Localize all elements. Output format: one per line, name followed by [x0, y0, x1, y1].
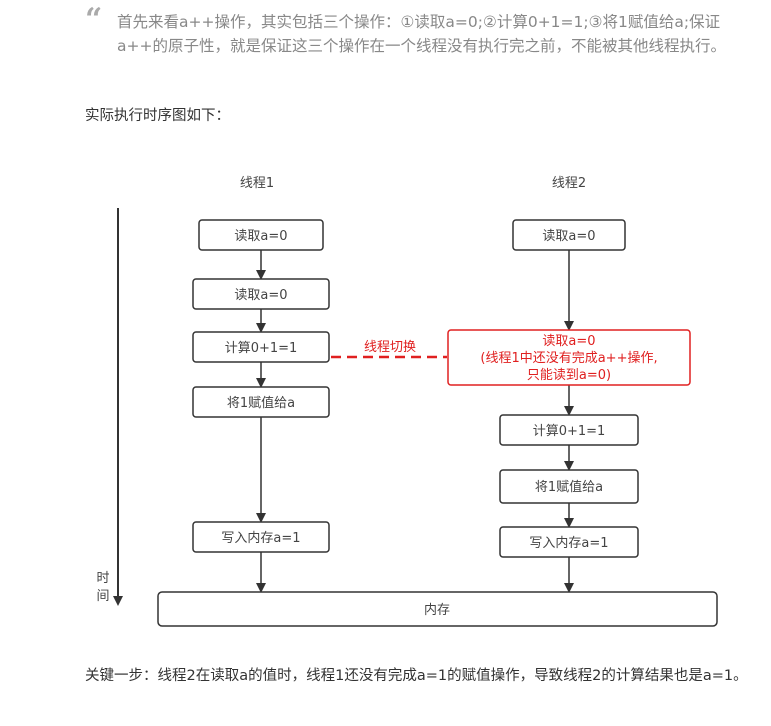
svg-text:读取a=0: 读取a=0 — [542, 229, 595, 244]
time-label-2: 间 — [96, 589, 109, 604]
thread1-step-1: 读取a=0 — [198, 219, 324, 251]
thread2-step-3: 将1赋值给a — [499, 469, 639, 504]
thread-switch-label: 线程切换 — [364, 340, 416, 355]
time-label-1: 时 — [96, 571, 109, 586]
svg-text:将1赋值给a: 将1赋值给a — [227, 395, 295, 411]
thread1-step-2: 读取a=0 — [192, 278, 330, 310]
svg-text:写入内存a=1: 写入内存a=1 — [529, 535, 608, 551]
thread2-step-2: 计算0+1=1 — [499, 414, 639, 446]
svg-text:写入内存a=1: 写入内存a=1 — [221, 530, 300, 546]
memory-box: 内存 — [157, 591, 718, 627]
svg-text:将1赋值给a: 将1赋值给a — [535, 479, 603, 495]
svg-text:只能读到a=0): 只能读到a=0) — [527, 368, 611, 383]
svg-text:内存: 内存 — [424, 602, 450, 618]
thread1-label: 线程1 — [240, 176, 274, 191]
svg-text:读取a=0: 读取a=0 — [234, 229, 287, 244]
thread1-step-5: 写入内存a=1 — [192, 521, 330, 553]
svg-text:读取a=0: 读取a=0 — [542, 334, 595, 349]
conclusion-text: 关键一步：线程2在读取a的值时，线程1还没有完成a=1的赋值操作，导致线程2的计… — [85, 668, 748, 684]
quote-text: 首先来看a++操作，其实包括三个操作：①读取a=0;②计算0+1=1;③将1赋值… — [117, 13, 726, 55]
thread2-step-1: 读取a=0 — [512, 219, 626, 251]
quote-icon: “ — [85, 2, 103, 37]
svg-text:读取a=0: 读取a=0 — [234, 288, 287, 303]
thread2-highlight-box: 读取a=0 (线程1中还没有完成a++操作, 只能读到a=0) — [447, 329, 691, 386]
thread1-step-4: 将1赋值给a — [192, 386, 330, 418]
thread1-step-3: 计算0+1=1 — [192, 331, 330, 363]
svg-text:(线程1中还没有完成a++操作,: (线程1中还没有完成a++操作, — [480, 350, 657, 366]
thread2-step-4: 写入内存a=1 — [499, 526, 639, 558]
intro-text: 实际执行时序图如下： — [85, 108, 230, 124]
svg-text:计算0+1=1: 计算0+1=1 — [225, 341, 298, 356]
thread2-label: 线程2 — [552, 176, 586, 191]
svg-text:计算0+1=1: 计算0+1=1 — [533, 424, 606, 439]
blockquote: “ 首先来看a++操作，其实包括三个操作：①读取a=0;②计算0+1=1;③将1… — [85, 2, 745, 58]
